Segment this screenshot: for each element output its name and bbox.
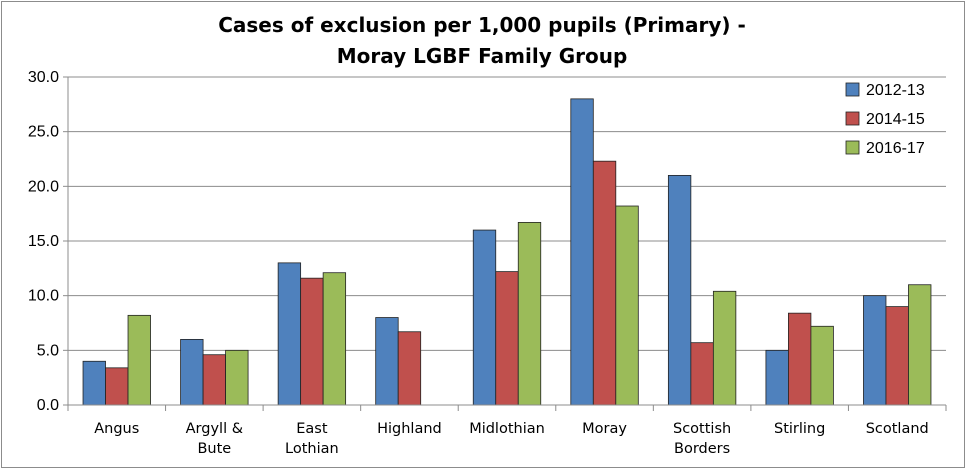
y-tick-label: 15.0: [28, 233, 59, 250]
x-category-label: Borders: [674, 441, 730, 457]
x-category-label: Bute: [197, 441, 231, 457]
legend-label: 2012-13: [866, 82, 925, 99]
x-category-label: Highland: [377, 421, 442, 437]
x-category-label: Scotland: [866, 421, 929, 437]
x-category-label: Midlothian: [469, 421, 545, 437]
bar: [667, 174, 692, 406]
x-category-label: Lothian: [285, 441, 339, 457]
legend-swatch: [845, 140, 860, 155]
legend-label: 2014-15: [866, 111, 925, 128]
y-tick-label: 0.0: [37, 397, 59, 414]
legend: 2012-13 2014-15 2016-17: [845, 82, 925, 157]
y-tick-label: 30.0: [28, 69, 59, 86]
bar: [570, 98, 594, 406]
bar: [127, 314, 151, 406]
bar: [322, 272, 347, 406]
bar: [615, 205, 639, 406]
chart-title-line-1: Cases of exclusion per 1,000 pupils (Pri…: [218, 13, 746, 37]
y-tick-label: 5.0: [37, 342, 59, 359]
bar: [375, 317, 399, 406]
chart-title-line-2: Moray LGBF Family Group: [336, 44, 628, 68]
bar: [592, 160, 617, 406]
bar: [712, 290, 737, 406]
y-tick-labels: 0.0 5.0 10.0 15.0 20.0 25.0 30.0: [28, 69, 59, 414]
bar: [788, 312, 812, 406]
x-category-label: Angus: [94, 421, 139, 437]
bar: [908, 284, 932, 406]
legend-label: 2016-17: [866, 140, 925, 157]
bar: [810, 325, 834, 406]
bar: [885, 306, 909, 406]
chart-title: Cases of exclusion per 1,000 pupils (Pri…: [0, 10, 964, 72]
bar: [202, 354, 226, 406]
bar: [397, 331, 422, 406]
bar: [105, 367, 129, 406]
x-category-label: East: [296, 421, 328, 437]
bars: [82, 98, 932, 406]
bar: [277, 262, 302, 406]
axes: [67, 77, 947, 411]
bar: [495, 271, 519, 406]
bar: [472, 229, 497, 406]
bar: [225, 349, 249, 406]
y-tick-label: 20.0: [28, 178, 59, 195]
x-category-label: Argyll &: [186, 421, 243, 437]
bar: [690, 342, 714, 406]
bar: [300, 277, 324, 406]
bar: [180, 338, 204, 406]
x-category-label: Moray: [582, 421, 627, 437]
y-tick-label: 10.0: [28, 288, 59, 305]
x-category-label: Scottish: [673, 421, 731, 437]
bar: [82, 360, 106, 406]
x-category-label: Stirling: [774, 421, 825, 437]
legend-swatch: [845, 82, 860, 97]
bar: [863, 295, 887, 406]
x-category-labels: Angus Argyll & Bute East Lothian Highland Midl…: [94, 421, 928, 457]
y-tick-label: 25.0: [28, 124, 59, 141]
legend-swatch: [845, 111, 860, 126]
bar: [517, 222, 542, 406]
bar: [765, 349, 789, 406]
